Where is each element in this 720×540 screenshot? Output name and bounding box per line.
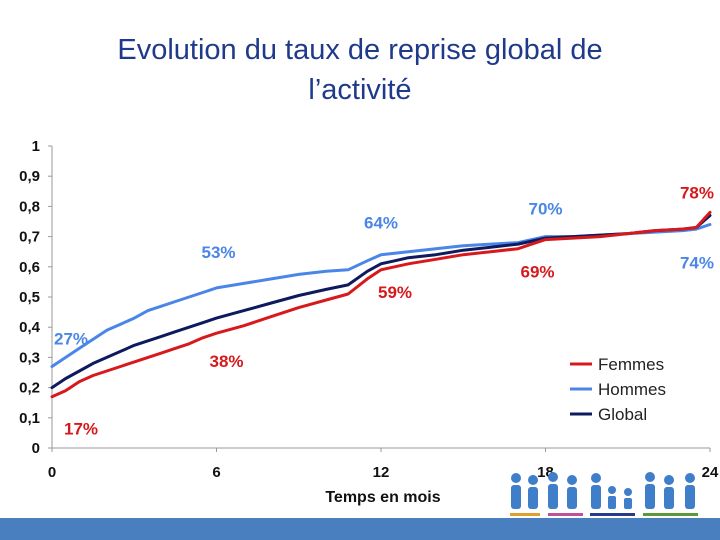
data-label-femmes: 38% — [209, 352, 243, 371]
x-tick-label: 24 — [702, 464, 719, 481]
series-lines — [50, 210, 712, 399]
legend-label-femmes: Femmes — [598, 355, 664, 374]
x-axis-label: Temps en mois — [325, 489, 440, 506]
y-tick-label: 1 — [32, 138, 40, 155]
chart-title-line-1: Evolution du taux de reprise global de — [117, 34, 603, 66]
people-illustration — [510, 472, 698, 516]
y-tick-label: 0,9 — [19, 168, 40, 185]
chart-title-line-2: l’activité — [308, 74, 412, 106]
data-label-hommes: 74% — [680, 254, 714, 273]
data-label-hommes: 27% — [54, 329, 88, 348]
y-tick-label: 0,7 — [19, 229, 40, 246]
data-annotations: 27% 17% 53% 38% 64% 59% 70% 69% 78% 74% — [54, 183, 714, 438]
data-label-femmes: 59% — [378, 283, 412, 302]
legend-box — [540, 348, 716, 430]
data-label-femmes: 78% — [680, 183, 714, 202]
y-tick-label: 0,1 — [19, 410, 40, 427]
x-tick-label: 6 — [212, 464, 220, 481]
data-label-hommes: 53% — [201, 243, 235, 262]
legend-label-global: Global — [598, 405, 647, 424]
y-tick-label: 0 — [32, 440, 40, 457]
y-tick-labels: 0 0,1 0,2 0,3 0,4 0,5 0,6 0,7 0,8 0,9 1 — [19, 138, 41, 457]
y-tick-label: 0,6 — [19, 259, 40, 276]
y-tick-label: 0,3 — [19, 349, 40, 366]
chart-title: Evolution du taux de reprise global de l… — [40, 30, 680, 110]
data-label-hommes: 70% — [528, 200, 562, 219]
series-line-femmes — [50, 210, 712, 399]
y-tick-label: 0,2 — [19, 380, 40, 397]
y-tick-label: 0,5 — [19, 289, 40, 306]
y-tick-label: 0,8 — [19, 198, 40, 215]
x-tick-labels: 0 6 12 18 24 — [48, 464, 719, 481]
data-label-femmes: 69% — [520, 263, 554, 282]
x-tick-label: 12 — [373, 464, 390, 481]
legend: Femmes Hommes Global — [540, 348, 716, 430]
legend-label-hommes: Hommes — [598, 380, 666, 399]
data-label-hommes: 64% — [364, 214, 398, 233]
data-label-femmes: 17% — [64, 420, 98, 439]
footer-bar — [0, 518, 720, 540]
y-tick-label: 0,4 — [19, 319, 41, 336]
x-tick-label: 0 — [48, 464, 56, 481]
